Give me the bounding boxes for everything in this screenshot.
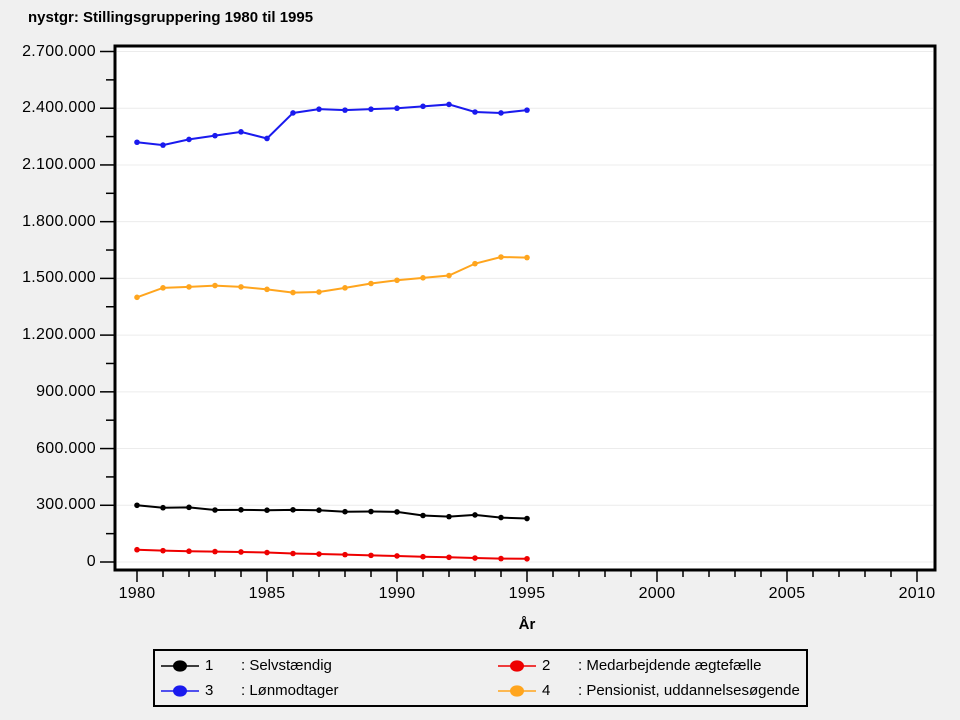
legend-series-label: : Selvstændig <box>241 657 332 674</box>
legend-box: 1 : Selvstændig 2 : Medarbejdende ægtefæ… <box>153 649 808 707</box>
y-axis-tick-label: 2.700.000 <box>22 42 96 60</box>
legend-item-loenmodtager: 3 : Lønmodtager <box>157 679 494 702</box>
legend-item-medarbejdende-aegtefaelle: 2 : Medarbejdende ægtefælle <box>494 654 806 677</box>
legend-series-number: 1 <box>205 657 214 674</box>
legend-series-number: 3 <box>205 682 214 699</box>
y-axis-tick-label: 900.000 <box>36 382 96 400</box>
legend-item-pensionist-uddannelsesoegende: 4 : Pensionist, uddannelsesøgende <box>494 679 806 702</box>
y-axis-tick-label: 2.100.000 <box>22 155 96 173</box>
x-axis-tick-label: 2005 <box>768 585 806 602</box>
x-axis-tick-label: 1990 <box>378 585 416 602</box>
legend-series-label: : Lønmodtager <box>241 682 339 699</box>
legend-marker-icon <box>498 659 536 672</box>
y-axis-tick-label: 1.200.000 <box>22 326 96 344</box>
y-axis-tick-label: 2.400.000 <box>22 99 96 117</box>
legend-series-label: : Medarbejdende ægtefælle <box>578 657 762 674</box>
x-axis-tick-label: 2010 <box>898 585 936 602</box>
legend-item-selvstaendig: 1 : Selvstændig <box>157 654 494 677</box>
x-axis-tick-label: 1980 <box>118 585 156 602</box>
legend-series-number: 4 <box>542 682 551 699</box>
y-axis-tick-label: 600.000 <box>36 439 96 457</box>
legend-marker-icon <box>161 684 199 697</box>
y-axis-tick-label: 300.000 <box>36 496 96 514</box>
legend-marker-icon <box>498 684 536 697</box>
y-axis-tick-label: 0 <box>86 553 96 570</box>
y-axis-tick-label: 1.500.000 <box>22 269 96 287</box>
legend-series-number: 2 <box>542 657 551 674</box>
legend-series-label: : Pensionist, uddannelsesøgende <box>578 682 800 699</box>
legend-marker-icon <box>161 659 199 672</box>
chart-title: nystgr: Stillingsgruppering 1980 til 199… <box>28 9 314 26</box>
x-axis-tick-label: 1985 <box>248 585 286 602</box>
x-axis-tick-label: 2000 <box>638 585 676 602</box>
y-axis-tick-label: 1.800.000 <box>22 212 96 230</box>
x-axis-tick-label: 1995 <box>508 585 546 602</box>
x-axis-label: År <box>518 616 536 633</box>
